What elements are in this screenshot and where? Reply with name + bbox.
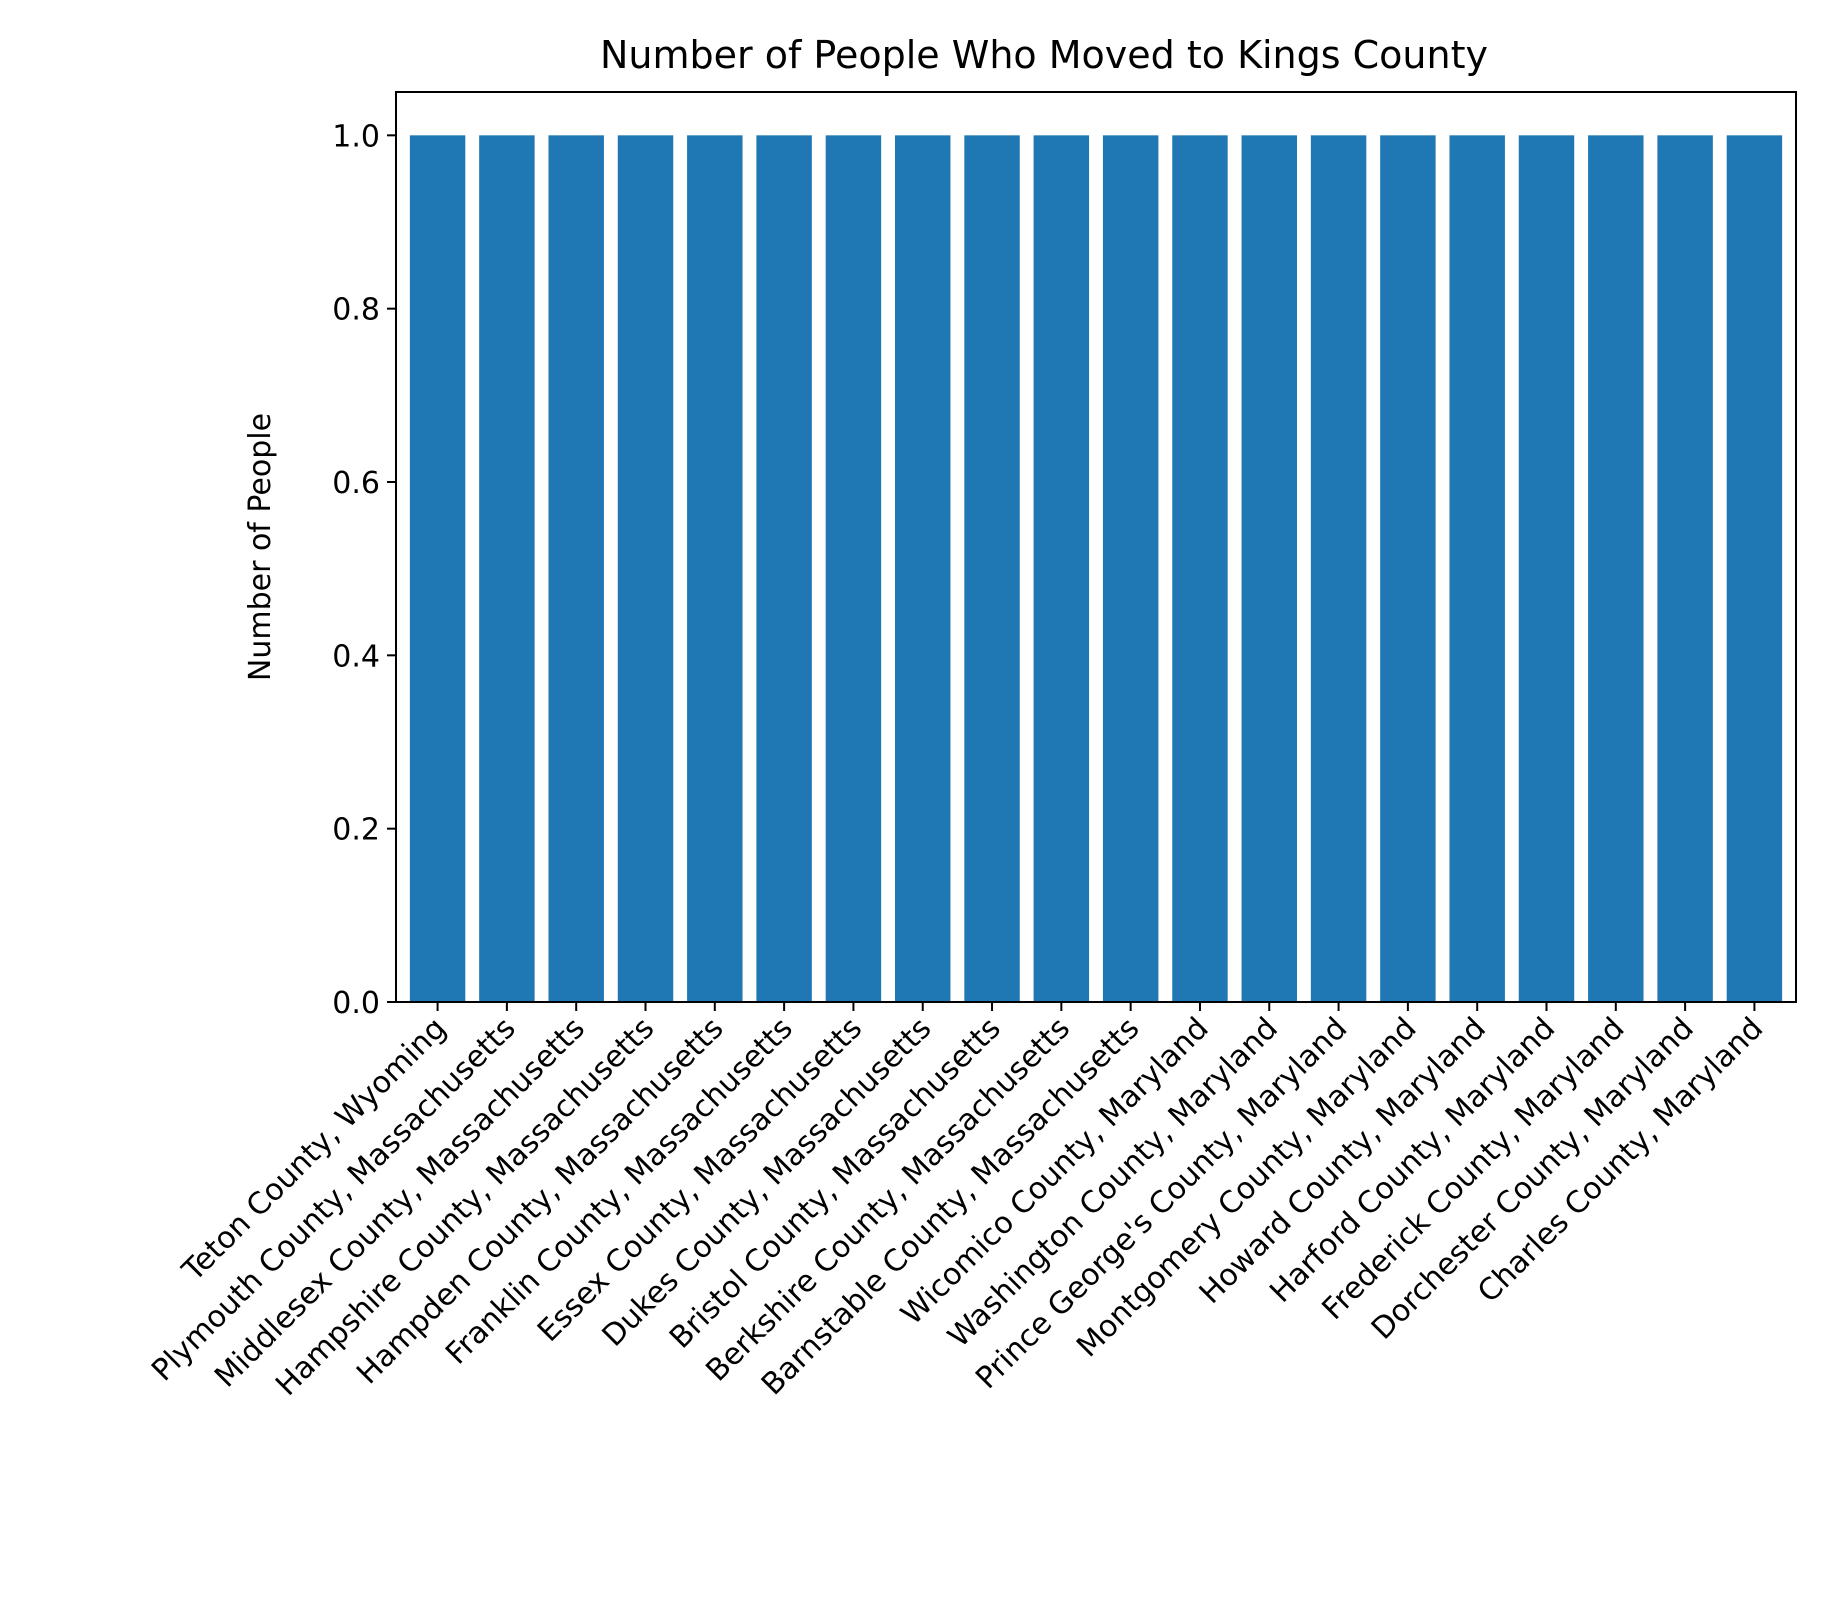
bar	[756, 135, 812, 1002]
bar	[825, 135, 882, 1002]
bar	[1172, 135, 1228, 1002]
bar	[479, 135, 535, 1002]
bar	[1588, 135, 1644, 1002]
plot-area-frame	[395, 91, 1797, 1003]
y-axis: 0.0 0.2 0.4 0.6 0.8 1.0	[332, 119, 396, 1021]
bar	[1310, 135, 1367, 1002]
bar	[1033, 135, 1090, 1002]
bar	[409, 135, 466, 1002]
bar	[1657, 135, 1713, 1002]
chart-title: Number of People Who Moved to Kings Coun…	[600, 33, 1488, 77]
bar	[1726, 135, 1783, 1002]
bar	[1102, 135, 1159, 1002]
bars-group	[409, 135, 1783, 1002]
y-tick-label: 0.2	[332, 813, 380, 848]
y-tick-label: 0.4	[332, 639, 380, 674]
bar	[617, 135, 674, 1002]
y-tick-label: 0.8	[332, 293, 380, 328]
bar	[1241, 135, 1297, 1002]
bar	[687, 135, 743, 1002]
bar	[548, 135, 604, 1002]
y-tick-label: 1.0	[332, 119, 380, 154]
bar	[1518, 135, 1575, 1002]
bar	[1449, 135, 1505, 1002]
y-tick-label: 0.0	[332, 986, 380, 1021]
y-axis-label: Number of People	[243, 413, 278, 681]
bar	[895, 135, 951, 1002]
y-tick-label: 0.6	[332, 466, 380, 501]
bar	[1380, 135, 1436, 1002]
bar	[964, 135, 1020, 1002]
